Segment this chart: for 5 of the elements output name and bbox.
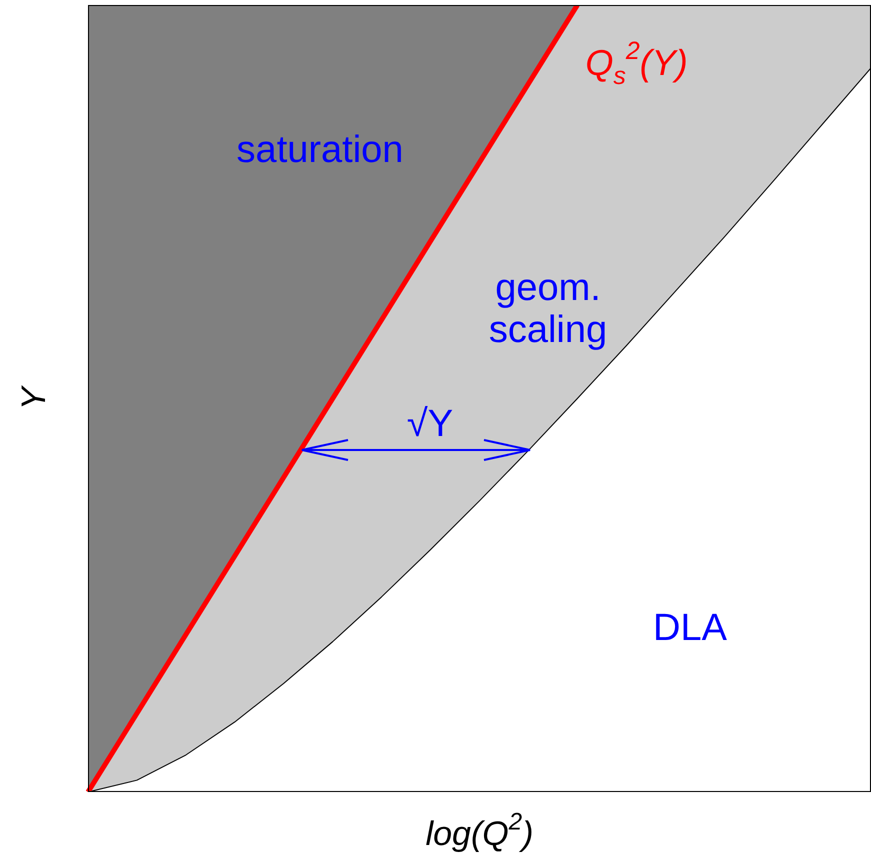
annotation: geom. scaling	[488, 267, 608, 351]
annotation: DLA	[653, 607, 728, 649]
y-axis-title: Y	[15, 384, 53, 410]
annotation: saturation	[236, 129, 404, 171]
annotation: √Y	[406, 403, 454, 445]
